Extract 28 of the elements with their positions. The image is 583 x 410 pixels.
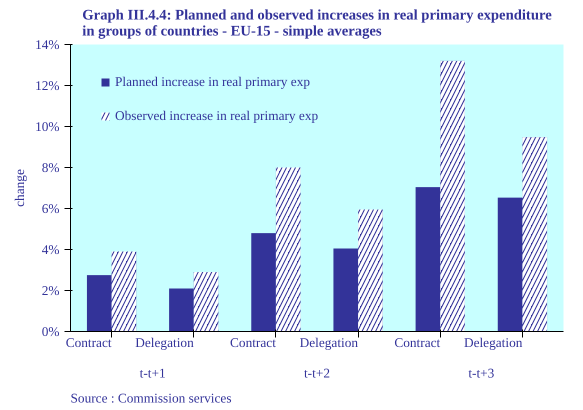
text: t-t+3 (468, 366, 495, 380)
x-tick-label: Contract (394, 335, 441, 350)
x-tick-label: Contract (230, 335, 276, 350)
x-tick-label: Delegation (135, 335, 194, 350)
bar (498, 198, 522, 332)
bar (169, 288, 194, 332)
y-tick-label: 10% (35, 119, 60, 134)
y-tick-label: 8% (42, 160, 60, 175)
y-tick-label: 2% (42, 283, 60, 298)
x-tick-label: Delegation (300, 335, 358, 350)
chart-title: Graph III.4.4: Planned and observed increases in real primary expenditure in groups of countries - EU-15 - simple averages (82, 8, 552, 40)
y-tick-label: 12% (35, 78, 60, 93)
y-tick-label: 4% (42, 242, 60, 257)
legend-label: Planned increase in real primary exp (115, 74, 310, 90)
x-tick-label: Contract (66, 335, 112, 350)
y-tick-label: 14% (35, 37, 60, 52)
x-tick-label: Delegation (464, 335, 523, 350)
bar (251, 233, 276, 332)
source-note: Source : Commission services (70, 390, 232, 406)
bar (333, 248, 358, 332)
y-tick-label: 6% (42, 201, 60, 216)
legend-label: Observed increase in real primary exp (115, 108, 318, 124)
text: t-t+2 (304, 366, 330, 380)
y-axis-title: change (12, 169, 28, 207)
y-tick-label: 0% (42, 324, 60, 339)
bar (416, 187, 440, 332)
bar (86, 275, 112, 332)
text: t-t+1 (140, 366, 166, 380)
